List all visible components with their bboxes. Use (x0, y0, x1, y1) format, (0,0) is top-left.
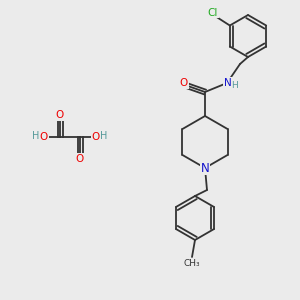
Text: O: O (40, 132, 48, 142)
Text: N: N (201, 161, 209, 175)
Text: H: H (232, 80, 238, 89)
Text: O: O (180, 78, 188, 88)
Text: H: H (100, 131, 108, 141)
Text: H: H (32, 131, 40, 141)
Text: O: O (56, 110, 64, 120)
Text: O: O (92, 132, 100, 142)
Text: Cl: Cl (208, 8, 218, 17)
Text: CH₃: CH₃ (184, 259, 200, 268)
Text: N: N (224, 78, 232, 88)
Text: O: O (76, 154, 84, 164)
